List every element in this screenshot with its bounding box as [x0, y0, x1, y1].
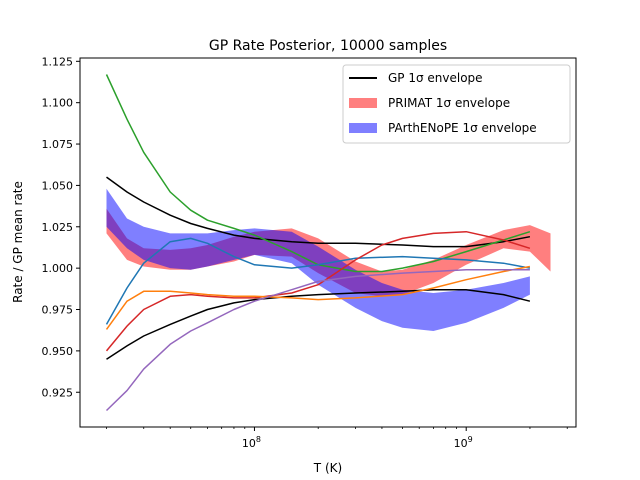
y-axis: 0.925 0.950 0.975 1.000 1.025 1.050 1.075 1.100… [42, 55, 80, 399]
legend-label: PRIMAT 1σ envelope [388, 96, 510, 110]
plot-area-frame [79, 57, 577, 428]
series-line-6 [105, 269, 530, 412]
legend-swatch [349, 123, 377, 133]
legend-box [342, 64, 571, 144]
band-0 [106, 208, 551, 297]
lines-layer [105, 74, 531, 412]
series-line-0 [106, 176, 531, 248]
band-1 [106, 188, 530, 331]
bands-layer [106, 188, 551, 331]
y-tick-label: 0.975 [42, 304, 74, 317]
series-line-5 [105, 265, 531, 330]
x-tick-label: 108 [242, 435, 261, 450]
y-tick-label: 1.125 [42, 55, 74, 68]
x-tick-label: 109 [454, 435, 473, 450]
chart-title: GP Rate Posterior, 10000 samples [209, 38, 447, 54]
y-tick-label: 0.925 [42, 386, 74, 399]
y-tick-label: 1.025 [42, 221, 74, 234]
legend-swatch [349, 98, 377, 108]
y-tick-label: 1.100 [42, 97, 74, 110]
legend: GP 1σ envelope PRIMAT 1σ envelope PArthENo… [342, 64, 571, 144]
y-tick-label: 1.000 [42, 262, 74, 275]
series-line-3 [105, 237, 531, 325]
x-axis: 108 109 [106, 427, 568, 450]
y-tick-label: 1.075 [42, 138, 74, 151]
x-axis-label: T (K) [313, 461, 342, 475]
y-tick-label: 0.950 [42, 345, 74, 358]
y-axis-label: Rate / GP mean rate [11, 181, 25, 303]
series-line-1 [106, 288, 531, 360]
y-tick-label: 1.050 [42, 179, 74, 192]
series-line-4 [105, 230, 531, 352]
legend-label: PArthENoPE 1σ envelope [388, 121, 537, 135]
legend-label: GP 1σ envelope [388, 71, 483, 85]
